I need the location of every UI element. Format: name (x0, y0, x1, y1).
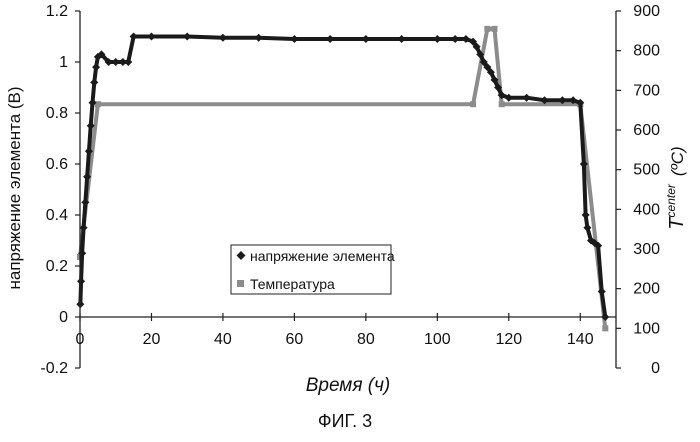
voltage-point (290, 35, 298, 43)
y-right-tick-label: 400 (633, 201, 660, 218)
figure-caption: ФИГ. 3 (318, 411, 372, 431)
y-right-tick-label: 900 (633, 3, 660, 20)
y-axis-right-label: Tcenter(ºC) (664, 146, 688, 229)
y-axis-right-label-sub: center (664, 183, 678, 217)
voltage-point (77, 277, 85, 285)
temperature-point (484, 26, 490, 32)
voltage-point (183, 33, 191, 41)
y-right-tick-label: 800 (633, 43, 660, 60)
legend-temperature-label: Температура (250, 276, 335, 292)
y-left-tick-label: -0.2 (40, 360, 68, 377)
legend-temperature-marker (237, 280, 244, 287)
y-left-tick-label: 1.2 (46, 3, 68, 20)
x-tick-label: 140 (567, 331, 594, 348)
y-right-tick-label: 300 (633, 241, 660, 258)
voltage-point (255, 34, 263, 42)
voltage-point (80, 224, 88, 232)
y-left-tick-label: 0 (59, 309, 68, 326)
y-left-tick-label: 1 (59, 54, 68, 71)
temperature-point (602, 325, 608, 331)
y-left-tick-label: 0.4 (46, 207, 68, 224)
temperature-point (492, 26, 498, 32)
voltage-point (582, 211, 590, 219)
x-axis-label: Время (ч) (306, 375, 391, 396)
legend-voltage-label: напряжение элемента (250, 248, 395, 264)
axes: -0.200.20.40.60.811.20100200300400500600… (40, 3, 660, 377)
x-tick-label: 0 (76, 331, 85, 348)
y-right-tick-label: 700 (633, 82, 660, 99)
y-right-tick-label: 100 (633, 320, 660, 337)
x-tick-label: 40 (214, 331, 232, 348)
voltage-point (147, 33, 155, 41)
voltage-point (433, 35, 441, 43)
voltage-point (124, 58, 132, 66)
y-left-tick-label: 0.2 (46, 258, 68, 275)
temperature-point (470, 101, 476, 107)
voltage-point (326, 35, 334, 43)
y-right-tick-label: 600 (633, 122, 660, 139)
y-left-tick-label: 0.8 (46, 105, 68, 122)
y-axis-left-label: напряжение элемента (B) (5, 86, 24, 289)
voltage-point (130, 33, 138, 41)
y-right-tick-label: 500 (633, 162, 660, 179)
y-left-tick-label: 0.6 (46, 156, 68, 173)
voltage-point (112, 58, 120, 66)
x-tick-label: 60 (286, 331, 304, 348)
y-right-tick-label: 200 (633, 281, 660, 298)
x-tick-label: 80 (357, 331, 375, 348)
voltage-point (90, 78, 98, 86)
voltage-point (451, 35, 459, 43)
x-tick-label: 100 (424, 331, 451, 348)
x-tick-label: 20 (143, 331, 161, 348)
voltage-point (362, 35, 370, 43)
voltage-point (219, 34, 227, 42)
y-axis-right-label-unit: (ºC) (668, 146, 687, 176)
voltage-point (92, 63, 100, 71)
legend: напряжение элемента Температура (231, 245, 395, 294)
temperature-point (499, 101, 505, 107)
y-right-tick-label: 0 (651, 360, 660, 377)
voltage-point (523, 94, 531, 102)
x-tick-label: 120 (495, 331, 522, 348)
voltage-point (398, 35, 406, 43)
